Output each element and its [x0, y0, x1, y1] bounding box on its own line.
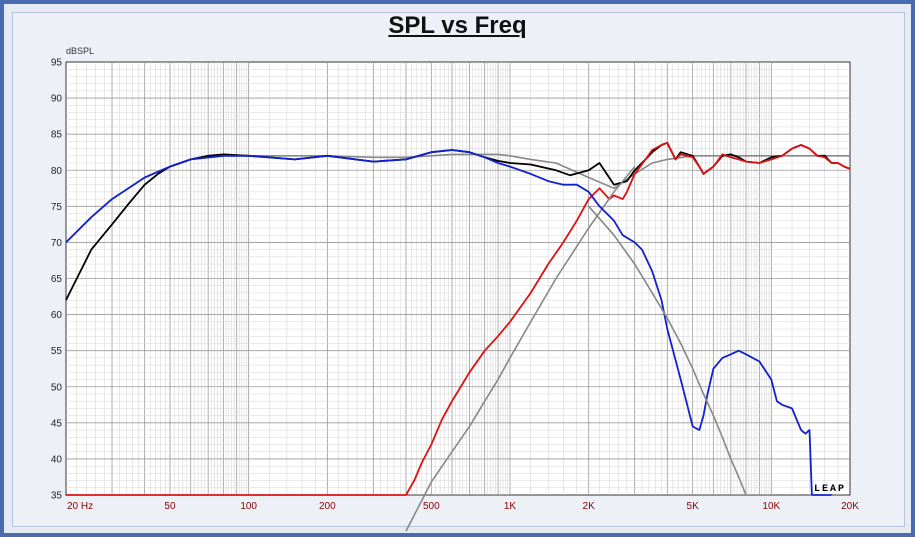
x-tick-label: 20 Hz — [67, 501, 93, 512]
y-tick-label: 70 — [51, 238, 63, 249]
y-ticks: 35 40 45 50 55 60 65 70 75 80 85 90 95 — [51, 58, 63, 502]
x-tick-label: 20K — [841, 501, 859, 512]
x-tick-label: 200 — [319, 501, 336, 512]
curves — [65, 141, 851, 532]
y-tick-label: 50 — [51, 382, 63, 393]
y-tick-label: 35 — [51, 491, 63, 502]
leap-watermark: LEAP — [814, 484, 846, 495]
y-tick-label: 60 — [51, 310, 63, 321]
x-ticks: 20 Hz 50 100 200 500 1K 2K 5K 10K 20K — [67, 501, 859, 512]
x-tick-label: 1K — [504, 501, 517, 512]
chart-title: SPL vs Freq — [388, 12, 527, 39]
x-tick-label: 100 — [240, 501, 257, 512]
x-tick-label: 10K — [762, 501, 780, 512]
x-tick-label: 5K — [687, 501, 700, 512]
y-tick-label: 75 — [51, 202, 63, 213]
y-tick-label: 90 — [51, 94, 63, 105]
y-tick-label: 45 — [51, 418, 63, 429]
series-line-4 — [405, 166, 636, 532]
series-line-6 — [588, 205, 747, 496]
series-line-3 — [66, 141, 851, 496]
y-tick-label: 40 — [51, 454, 63, 465]
x-tick-label: 2K — [583, 501, 596, 512]
x-tick-label: 500 — [423, 501, 440, 512]
y-tick-label: 65 — [51, 274, 63, 285]
series-line-5 — [65, 149, 832, 496]
y-axis-label: dBSPL — [66, 46, 95, 56]
y-tick-label: 80 — [51, 166, 63, 177]
y-tick-label: 55 — [51, 346, 63, 357]
y-tick-label: 85 — [51, 130, 63, 141]
y-tick-label: 95 — [51, 58, 63, 69]
grid — [66, 62, 850, 495]
x-tick-label: 50 — [164, 501, 176, 512]
